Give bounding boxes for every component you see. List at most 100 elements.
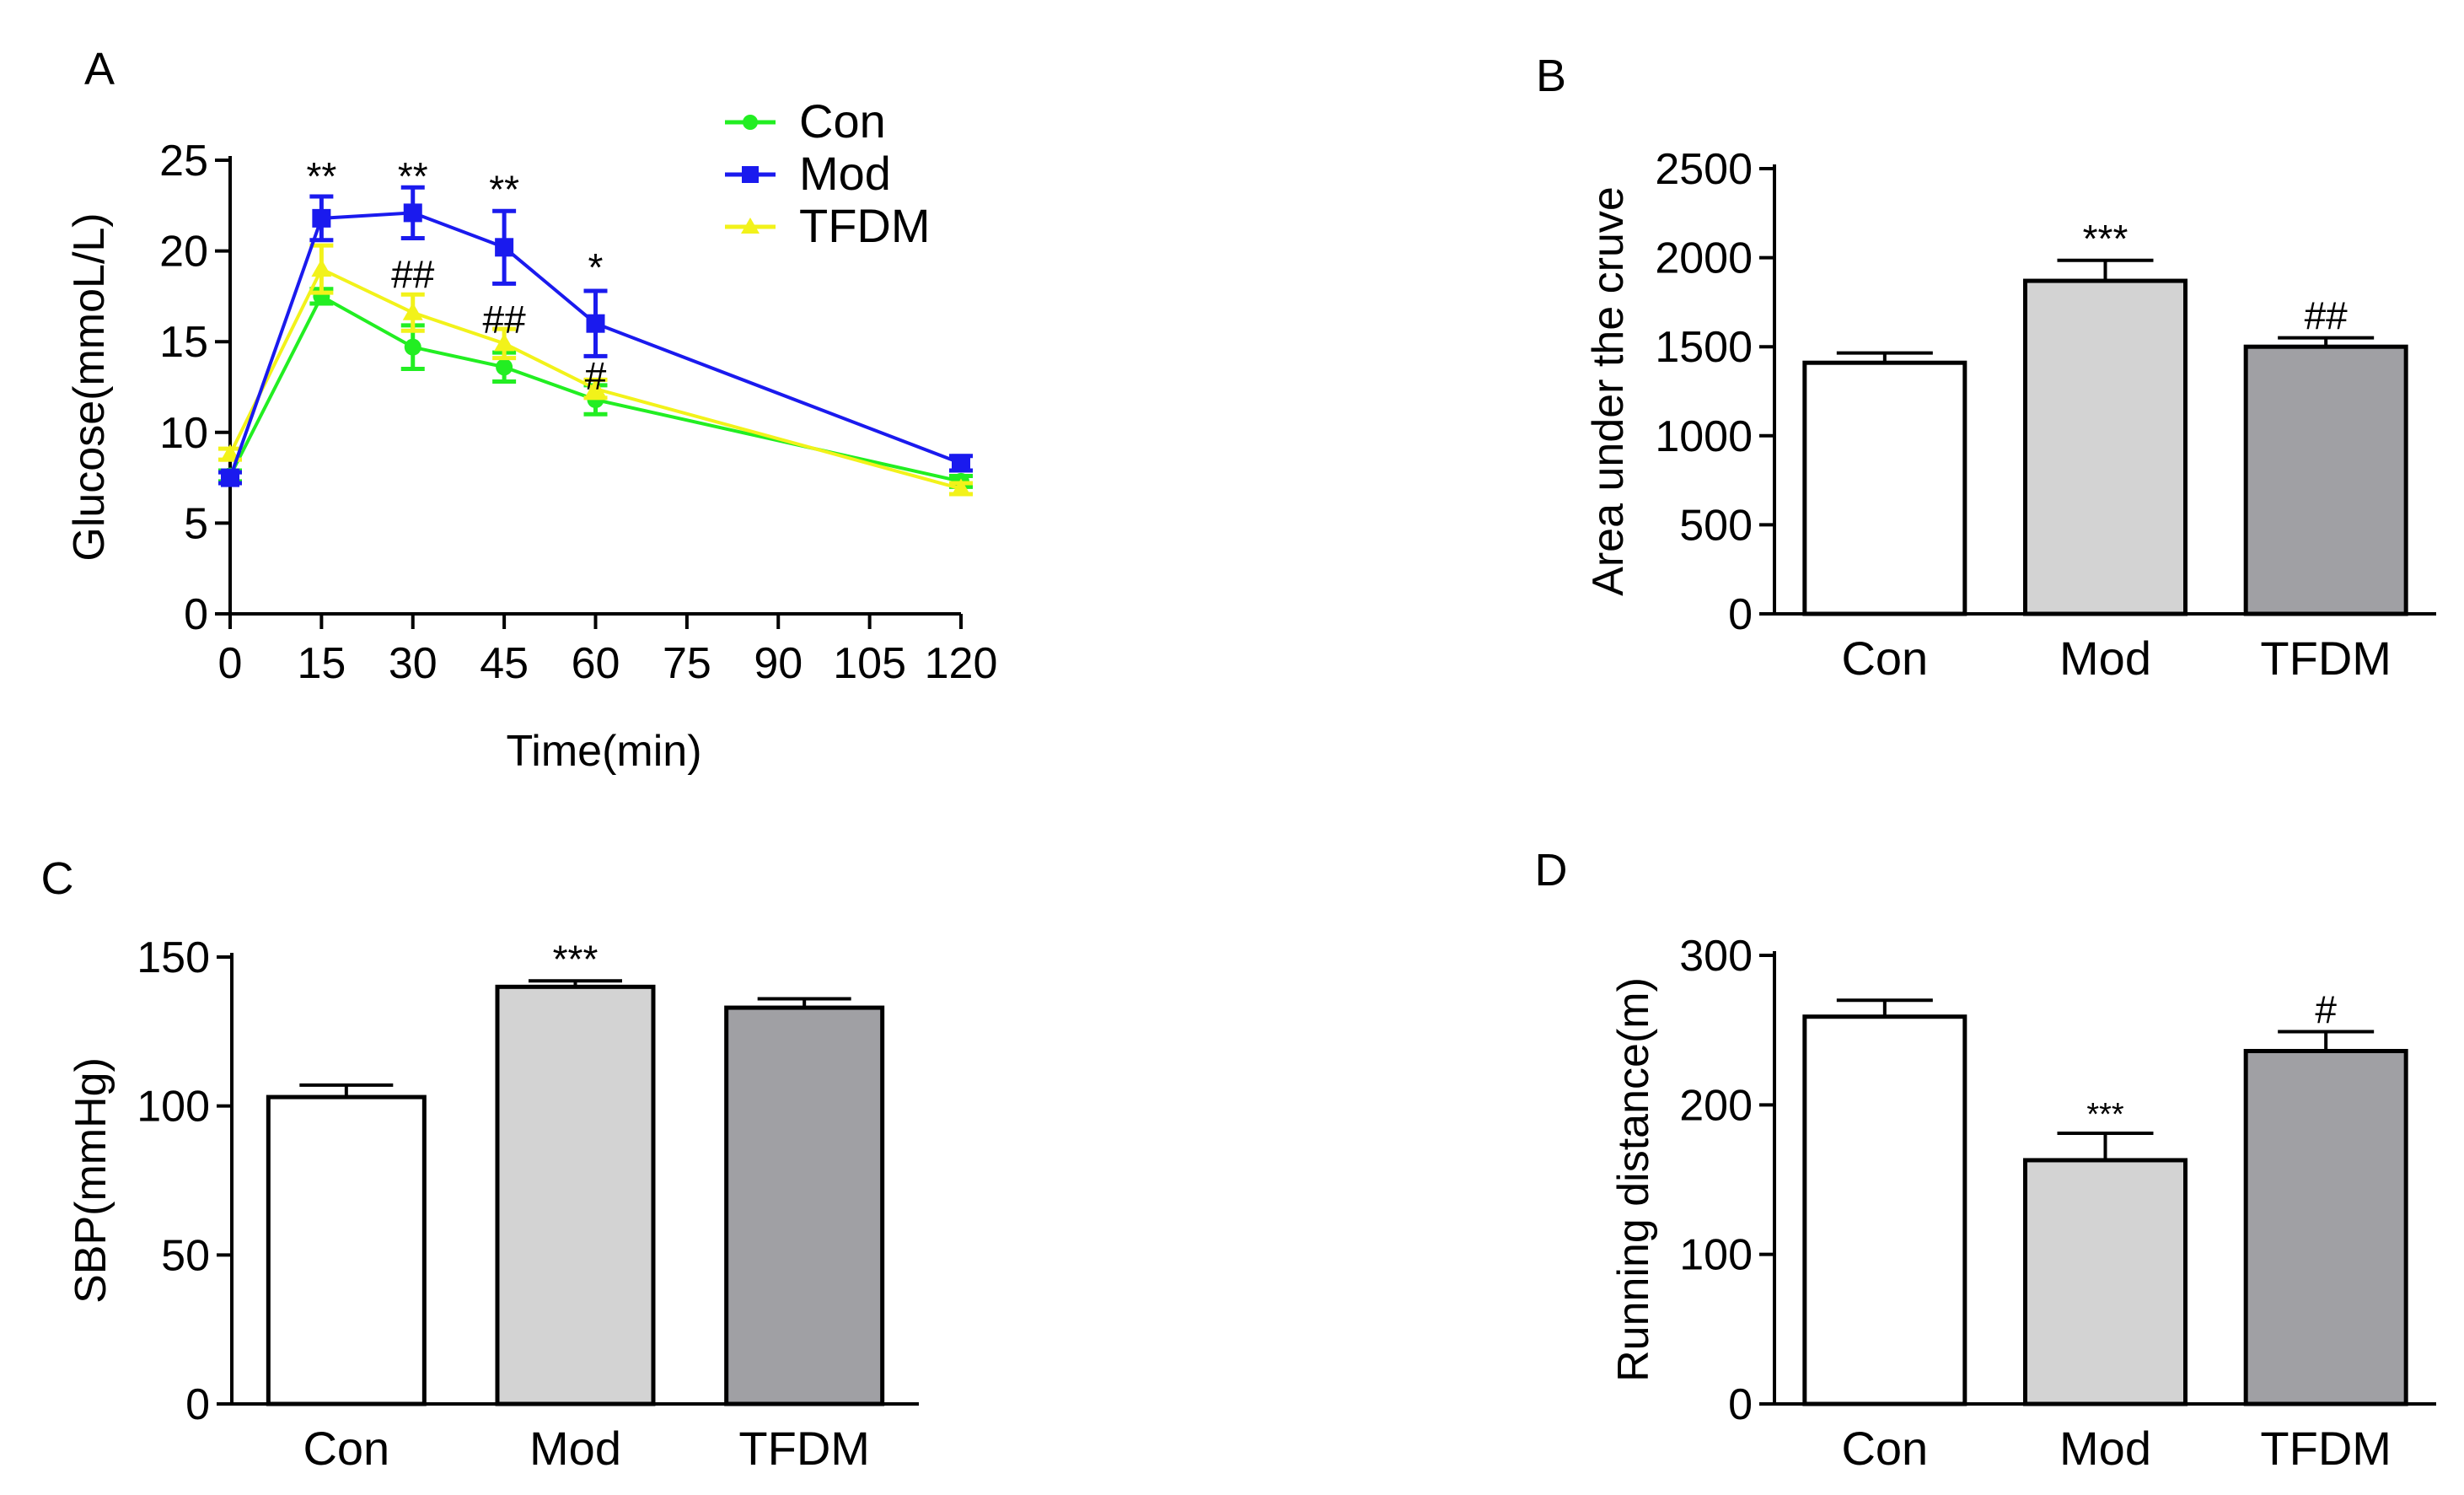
bar	[2023, 1158, 2188, 1406]
legend-marker	[742, 166, 759, 183]
series-line	[228, 211, 962, 479]
data-point	[951, 478, 971, 497]
x-tick-label: 120	[925, 639, 998, 688]
y-tick-label: 0	[1728, 1380, 1753, 1429]
significance-label: ***	[2083, 217, 2128, 261]
significance-label: ***	[553, 937, 599, 981]
x-tick-label: 30	[389, 639, 438, 688]
bar-group-tfdm: TFDM ##	[2243, 294, 2408, 685]
x-tick-label: 75	[663, 639, 711, 688]
bar	[1802, 360, 1967, 616]
data-point	[221, 468, 239, 487]
x-tick-label: 90	[754, 639, 803, 688]
y-axis-label: SBP(mmHg)	[67, 1057, 115, 1304]
x-tick-label: 105	[833, 639, 906, 688]
bar-group-mod: Mod ***	[2023, 217, 2188, 685]
panel-label: A	[84, 44, 115, 94]
y-tick-label: 5	[184, 499, 208, 548]
significance-label: #	[585, 354, 607, 398]
significance-label: **	[398, 154, 428, 198]
data-point	[220, 444, 240, 462]
y-tick-label: 200	[1679, 1081, 1753, 1130]
legend-marker	[741, 218, 760, 234]
x-tick-label: Mod	[2059, 632, 2151, 685]
data-point	[586, 314, 605, 333]
chart-panel-d: 0 100 200 300 Running distance(m) D Con Mod *** T…	[1535, 845, 2436, 1475]
bar-group-con: Con	[1802, 351, 1967, 685]
bar-group-tfdm: TFDM	[724, 997, 885, 1475]
y-tick-label: 500	[1679, 501, 1753, 550]
x-tick-label: Con	[1841, 1422, 1928, 1475]
bar-group-con: Con	[1802, 998, 1967, 1475]
series-tfdm	[218, 243, 973, 497]
y-tick-label: 1500	[1655, 323, 1753, 372]
x-tick-label: TFDM	[738, 1422, 870, 1475]
panel-label: D	[1535, 845, 1568, 895]
y-axis-label: Glucose(mmoL/L)	[65, 212, 114, 561]
x-tick-label: TFDM	[2260, 632, 2392, 685]
x-tick-label: 15	[297, 639, 346, 688]
x-tick-label: Mod	[2059, 1422, 2151, 1475]
data-point	[952, 454, 970, 473]
chart-panel-a: 0 5 10 15 20 25 Glucose(mmoL/L) A 0 15 30 45 60 75 90 1…	[65, 44, 997, 776]
y-tick-label: 0	[185, 1380, 210, 1429]
x-tick-label: TFDM	[2260, 1422, 2392, 1475]
data-point	[585, 379, 606, 397]
y-tick-label: 300	[1679, 932, 1753, 981]
significance-label: *	[588, 245, 604, 289]
bar	[495, 984, 656, 1406]
y-tick-label: 20	[159, 228, 208, 277]
significance-label: ##	[2305, 294, 2349, 338]
significance-label: **	[489, 167, 519, 211]
data-point	[312, 208, 331, 228]
bar	[266, 1094, 427, 1406]
legend-label: Con	[799, 94, 886, 148]
x-tick-label: 60	[572, 639, 620, 688]
x-tick-label: Mod	[529, 1422, 621, 1475]
y-axis-label: Area under the cruve	[1584, 186, 1633, 596]
legend-marker	[743, 115, 758, 130]
data-point	[495, 238, 514, 257]
y-tick-label: 25	[159, 137, 208, 186]
x-tick-label: Con	[1841, 632, 1928, 685]
y-tick-label: 15	[159, 318, 208, 367]
significance-label: ##	[483, 298, 527, 341]
x-tick-label: 45	[480, 639, 529, 688]
significance-label: #	[2315, 987, 2337, 1031]
series-mod	[218, 185, 973, 487]
bar-group-mod: Mod ***	[495, 937, 656, 1475]
y-tick-label: 100	[1679, 1231, 1753, 1280]
data-point	[496, 358, 513, 376]
y-tick-label: 1000	[1655, 412, 1753, 461]
y-tick-label: 2500	[1655, 145, 1753, 194]
significance-label: ***	[2086, 1097, 2124, 1132]
y-tick-label: 0	[1728, 590, 1753, 639]
panel-label: C	[41, 853, 74, 904]
x-tick-label: 0	[218, 639, 243, 688]
series-line	[228, 293, 962, 483]
series-line	[228, 266, 962, 491]
bar-group-con: Con	[266, 1083, 427, 1475]
data-point	[404, 338, 421, 356]
bar	[724, 1005, 885, 1406]
bar	[1802, 1014, 1967, 1406]
x-tick-label: Con	[303, 1422, 389, 1475]
chart-panel-c: 0 50 100 150 SBP(mmHg) C Con Mod *** TFDM	[41, 853, 919, 1475]
y-tick-label: 100	[137, 1083, 210, 1132]
bar-group-mod: Mod ***	[2023, 1097, 2188, 1475]
bar-group-tfdm: TFDM #	[2243, 987, 2408, 1475]
data-point	[494, 333, 515, 352]
y-tick-label: 50	[161, 1231, 210, 1280]
y-tick-label: 10	[159, 409, 208, 458]
y-tick-label: 150	[137, 933, 210, 982]
y-tick-label: 0	[184, 590, 208, 639]
bar	[2243, 1048, 2408, 1406]
legend-label: Mod	[799, 147, 891, 200]
x-axis-label: Time(min)	[506, 727, 701, 776]
chart-panel-b: 0 500 1000 1500 2000 2500 Area under the cruve…	[1536, 51, 2436, 685]
legend-label: TFDM	[799, 199, 931, 252]
y-axis-label: Running distance(m)	[1609, 977, 1658, 1382]
y-tick-label: 2000	[1655, 234, 1753, 283]
bar	[2243, 344, 2408, 616]
